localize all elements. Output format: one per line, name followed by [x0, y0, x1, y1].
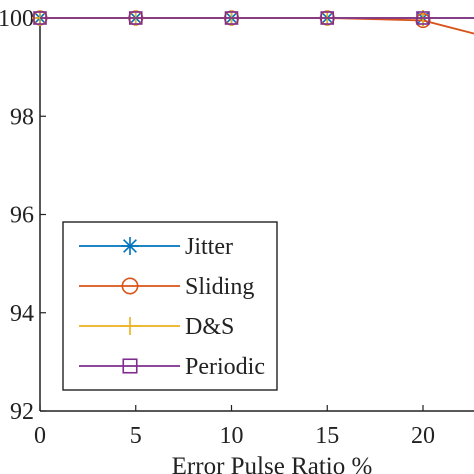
legend-label: Sliding — [185, 274, 254, 300]
data-point-periodic — [224, 11, 239, 25]
legend-box — [62, 221, 278, 391]
x-tick-label: 0 — [34, 423, 46, 449]
legend-marker — [121, 317, 139, 335]
x-tick-label: 5 — [130, 423, 142, 449]
y-tick-label: 96 — [10, 203, 34, 229]
legend: Jitter Sliding D&S Periodic — [62, 221, 278, 391]
data-point-periodic — [320, 11, 335, 25]
legend-label: Jitter — [185, 234, 233, 260]
data-point-periodic — [33, 11, 47, 25]
chart-axes — [39, 14, 474, 412]
legend-entry-periodic: Periodic — [79, 354, 265, 380]
y-axis-ticks: 92 94 96 98 100 — [0, 6, 46, 425]
legend-label: Periodic — [185, 354, 265, 380]
series-line-sliding — [40, 17, 474, 35]
y-tick-label: 100 — [0, 6, 34, 32]
x-tick-label: 20 — [411, 423, 435, 449]
legend-marker — [121, 277, 139, 295]
x-tick-label: 15 — [315, 423, 339, 449]
legend-marker — [122, 358, 138, 374]
legend-entry-jitter: Jitter — [79, 234, 233, 260]
x-tick-label: 10 — [220, 423, 244, 449]
legend-entry-d-s: D&S — [79, 314, 234, 340]
series-sliding — [32, 10, 474, 35]
y-tick-label: 92 — [10, 399, 34, 425]
series-layer — [32, 10, 474, 35]
x-axis-ticks: 0 5 10 15 20 — [34, 405, 435, 449]
x-axis-label: Error Pulse Ratio % — [172, 453, 373, 474]
data-point-periodic — [416, 11, 430, 25]
legend-label: D&S — [185, 314, 234, 340]
y-tick-label: 94 — [10, 301, 34, 327]
series-periodic — [33, 11, 474, 25]
y-tick-label: 98 — [10, 104, 34, 130]
legend-marker — [121, 237, 139, 255]
data-point-periodic — [128, 11, 143, 25]
legend-entry-sliding: Sliding — [79, 274, 254, 300]
